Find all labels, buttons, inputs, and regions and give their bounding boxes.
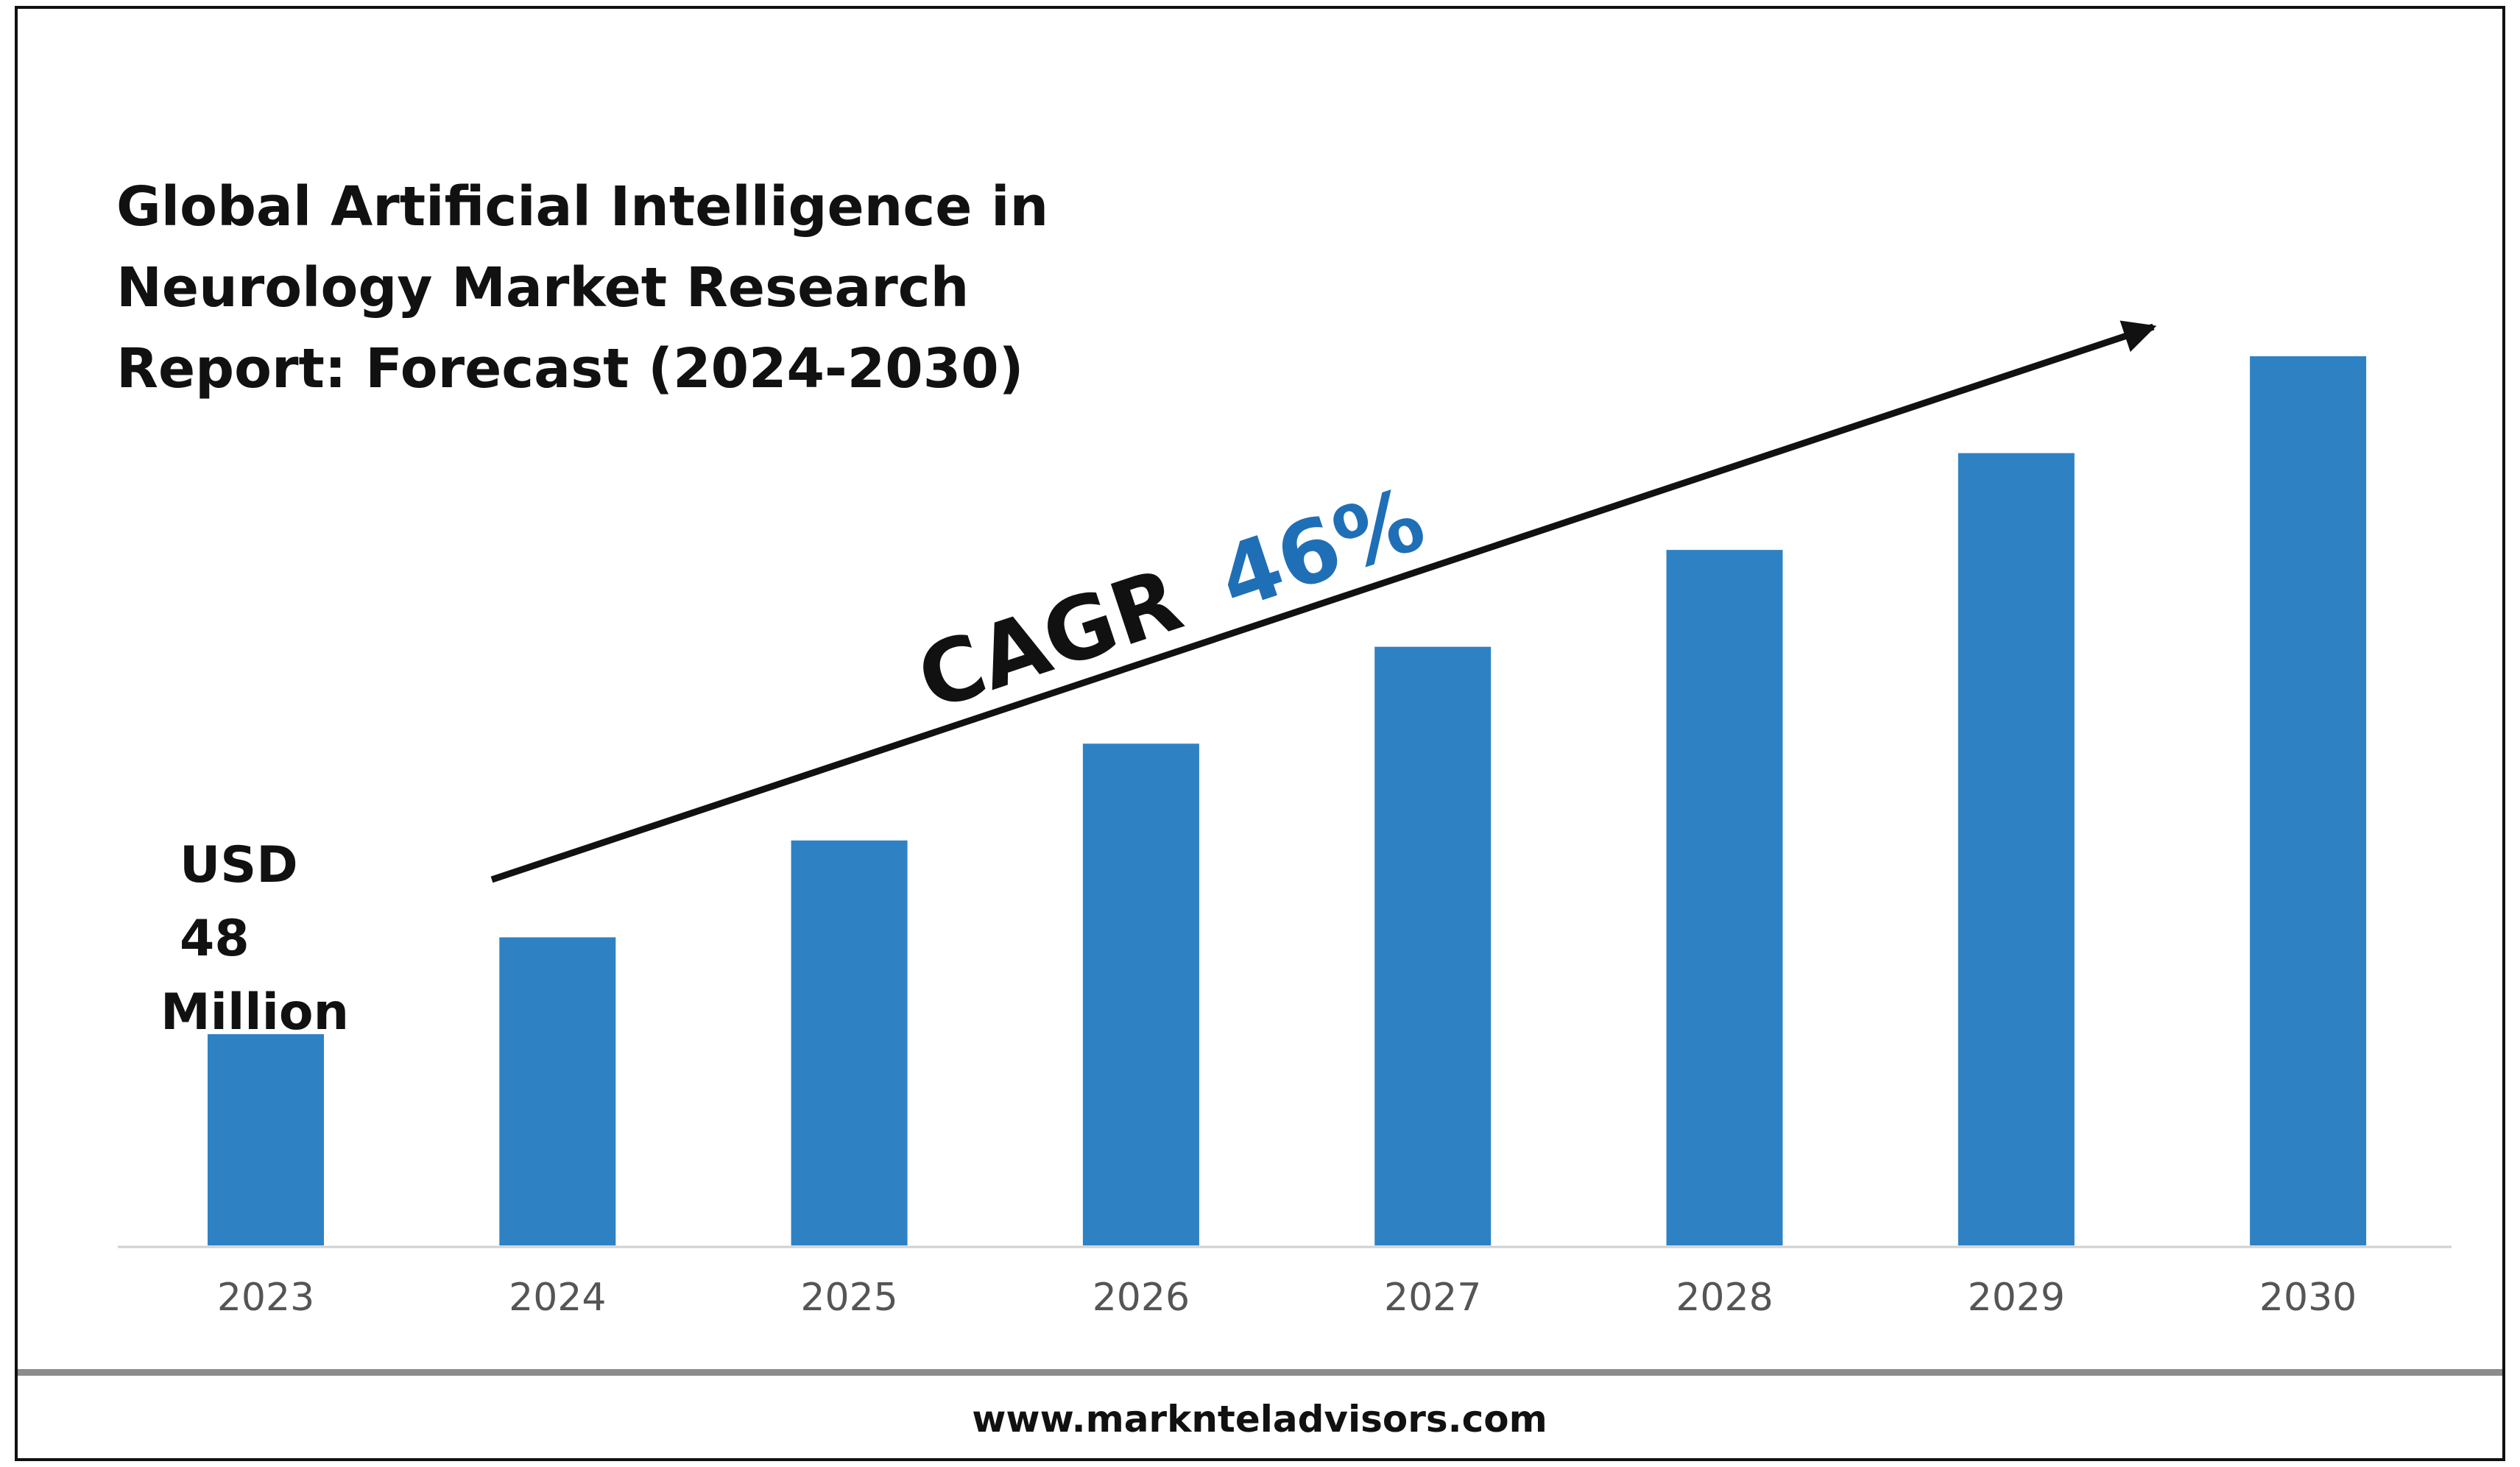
chart-title-line-3: Report: Forecast (2024-2030) [116,337,1024,400]
base-value-number: 48 [180,910,250,968]
x-tick-2025: 2025 [800,1276,897,1320]
chart-title-line-1: Global Artificial Intelligence in [116,175,1048,238]
x-tick-2027: 2027 [1384,1276,1481,1320]
bar-2026 [1082,743,1199,1245]
bar-2024 [499,937,616,1245]
x-tick-2023: 2023 [217,1276,314,1320]
bar-2025 [791,840,908,1245]
x-tick-2028: 2028 [1676,1276,1773,1320]
x-tick-2024: 2024 [509,1276,606,1320]
bar-2023 [208,1034,324,1245]
bar-2028 [1666,550,1783,1245]
cagr-annotation: CAGR 46% [906,468,1436,730]
bar-series [208,356,2367,1245]
x-tick-2029: 2029 [1968,1276,2065,1320]
trend-arrow [490,320,2157,883]
bar-2030 [2250,356,2367,1245]
cagr-label: CAGR [906,548,1193,729]
chart-title-line-2: Neurology Market Research [116,256,969,319]
x-tick-2026: 2026 [1093,1276,1190,1320]
x-tick-2030: 2030 [2259,1276,2357,1320]
x-axis-ticks: 2023 2024 2025 2026 2027 2028 2029 2030 [217,1276,2357,1320]
svg-text:CAGR 46%: CAGR 46% [906,468,1436,730]
base-value-usd: USD [180,836,298,894]
chart-frame [15,6,2505,1461]
bar-2027 [1374,646,1492,1245]
footer-url: www.marknteladvisors.com [972,1398,1547,1441]
bar-2029 [1958,453,2075,1245]
base-value-million: Million [160,983,349,1042]
footer-separator [18,1369,2502,1376]
